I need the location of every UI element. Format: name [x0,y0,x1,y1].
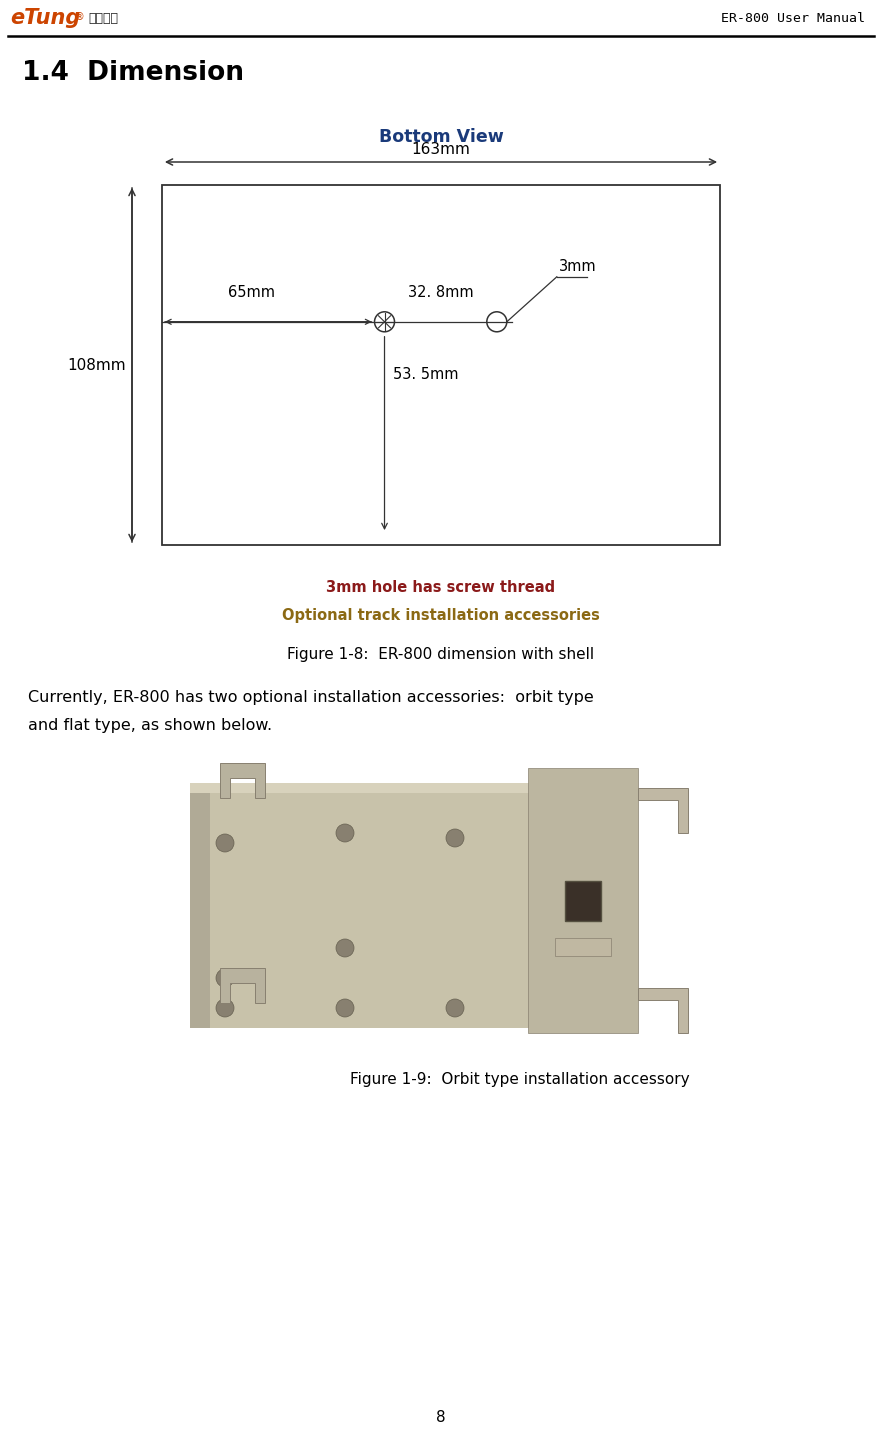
Polygon shape [220,763,265,798]
Text: and flat type, as shown below.: and flat type, as shown below. [28,718,273,733]
Circle shape [336,824,354,841]
Text: Currently, ER-800 has two optional installation accessories:  orbit type: Currently, ER-800 has two optional insta… [28,690,594,705]
Text: 1.4  Dimension: 1.4 Dimension [22,60,244,86]
Text: 32. 8mm: 32. 8mm [407,285,474,301]
Polygon shape [638,788,688,833]
Circle shape [216,834,234,851]
Circle shape [216,999,234,1017]
Text: 53. 5mm: 53. 5mm [392,366,458,382]
Polygon shape [220,967,265,1003]
Text: Figure 1-9:  Orbit type installation accessory: Figure 1-9: Orbit type installation acce… [350,1072,690,1088]
Bar [190,783,210,1027]
Bar [528,768,638,1033]
Bar [190,783,543,1027]
Text: Optional track installation accessories: Optional track installation accessories [282,608,600,622]
Text: 骄唐科技: 骄唐科技 [88,11,118,24]
Text: eTung: eTung [10,9,80,29]
Text: Bottom View: Bottom View [378,127,504,146]
Bar [162,185,720,545]
Circle shape [446,999,464,1017]
Circle shape [336,999,354,1017]
Bar [565,880,601,920]
Text: 108mm: 108mm [67,358,126,372]
Text: ER-800 User Manual: ER-800 User Manual [721,11,865,24]
Bar [555,937,611,956]
Text: 163mm: 163mm [412,142,470,157]
Circle shape [216,969,234,987]
Text: 3mm: 3mm [559,259,596,273]
Text: ®: ® [75,11,85,21]
Text: 65mm: 65mm [228,285,274,301]
Text: Figure 1-8:  ER-800 dimension with shell: Figure 1-8: ER-800 dimension with shell [288,647,594,663]
Text: 3mm hole has screw thread: 3mm hole has screw thread [326,580,556,595]
Circle shape [336,939,354,957]
Text: 8: 8 [437,1410,445,1425]
Bar [175,748,668,1058]
Circle shape [446,829,464,847]
Bar [190,783,543,793]
Polygon shape [638,987,688,1033]
